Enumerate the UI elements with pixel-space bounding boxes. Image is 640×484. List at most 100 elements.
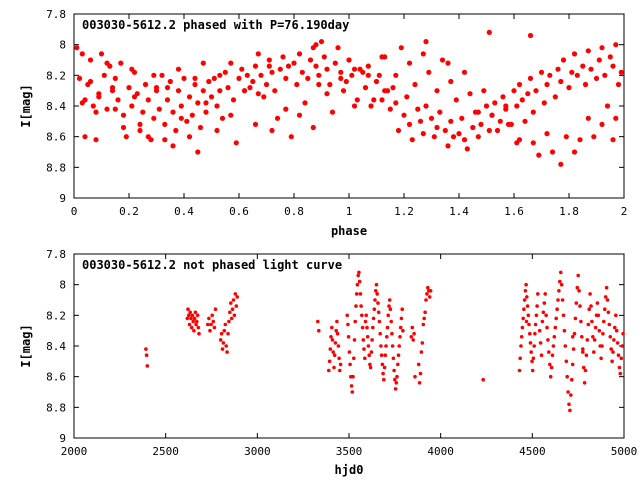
data-point [467,91,473,97]
data-point [145,134,151,140]
data-point [527,322,531,327]
data-point [360,313,364,318]
data-point [581,347,585,351]
data-point [533,88,539,94]
data-point [613,42,619,48]
data-point [398,325,403,330]
data-point [548,374,553,379]
data-point [577,137,583,143]
data-point [481,377,486,382]
data-point [225,85,231,91]
data-point [530,140,536,146]
data-point [74,45,80,51]
data-point [217,88,223,94]
data-point [593,75,600,81]
data-point [588,66,594,72]
data-point [379,344,383,348]
plot-frame [73,13,625,199]
data-point [401,328,405,333]
data-point [296,112,303,118]
data-point [393,377,397,382]
data-point [333,341,338,345]
data-point [371,97,377,103]
data-point [553,325,558,330]
data-point [448,78,454,85]
data-point [532,344,536,348]
data-point [520,325,525,330]
data-points [74,29,624,167]
data-point [536,292,540,296]
data-point [391,356,396,361]
data-point [365,325,369,330]
data-point [175,66,182,72]
data-point [511,88,517,94]
data-point [380,362,385,367]
data-point [395,374,399,379]
data-point [544,131,550,137]
data-point [357,270,361,275]
data-point [263,81,270,88]
data-point [448,118,454,124]
data-point [486,29,492,35]
data-point [252,63,259,69]
data-point [137,121,143,127]
data-point [338,75,344,81]
data-point [349,72,355,78]
data-point [599,121,605,127]
data-point [527,75,534,81]
data-point [354,97,360,103]
data-point [358,292,363,296]
data-point [191,319,195,324]
data-point [272,88,278,94]
data-point [353,319,358,324]
data-point [581,365,586,370]
data-point [410,325,415,330]
data-point [234,304,239,308]
data-point [250,78,256,85]
data-point [120,112,127,118]
data-point [317,328,321,333]
data-point [530,368,535,373]
data-point [164,85,171,91]
axis-ticks: 2000 2500 3000 3500 4000 4500 5000 7.8 8 8.2 8.4 8.… [46,248,637,458]
y-tick-label: 8 [59,279,66,292]
data-point [96,94,102,100]
data-point [140,109,146,115]
data-point [421,322,426,327]
data-point [144,347,148,351]
data-point [345,313,350,318]
data-point [409,335,414,339]
y-tick-label: 8.2 [46,309,66,322]
y-tick-label: 8.4 [46,100,66,113]
data-point [167,78,173,85]
data-point [137,127,143,134]
data-point [228,310,232,315]
data-point [193,310,198,315]
data-point [207,316,211,321]
data-point [212,325,217,330]
data-point [596,313,601,318]
data-point [387,298,392,302]
data-point [354,292,359,296]
data-point [371,316,376,321]
data-point [470,124,476,131]
data-point [527,32,534,39]
data-point [393,72,399,78]
data-point [426,285,430,290]
data-point [211,75,217,81]
data-point [291,60,297,66]
data-point [615,81,622,88]
data-point [601,331,605,336]
data-point [593,325,598,330]
data-point [120,124,127,131]
data-point [426,69,432,75]
data-point [145,97,151,103]
data-point [597,328,602,333]
data-point [418,371,423,376]
data-point [542,301,547,305]
data-point [611,350,615,354]
unphased-light-curve-panel: 2000 2500 3000 3500 4000 4500 5000 7.8 8 8.2 8.4 8.… [19,248,637,477]
data-point [516,81,523,88]
data-point [390,85,396,91]
data-point [395,127,402,134]
